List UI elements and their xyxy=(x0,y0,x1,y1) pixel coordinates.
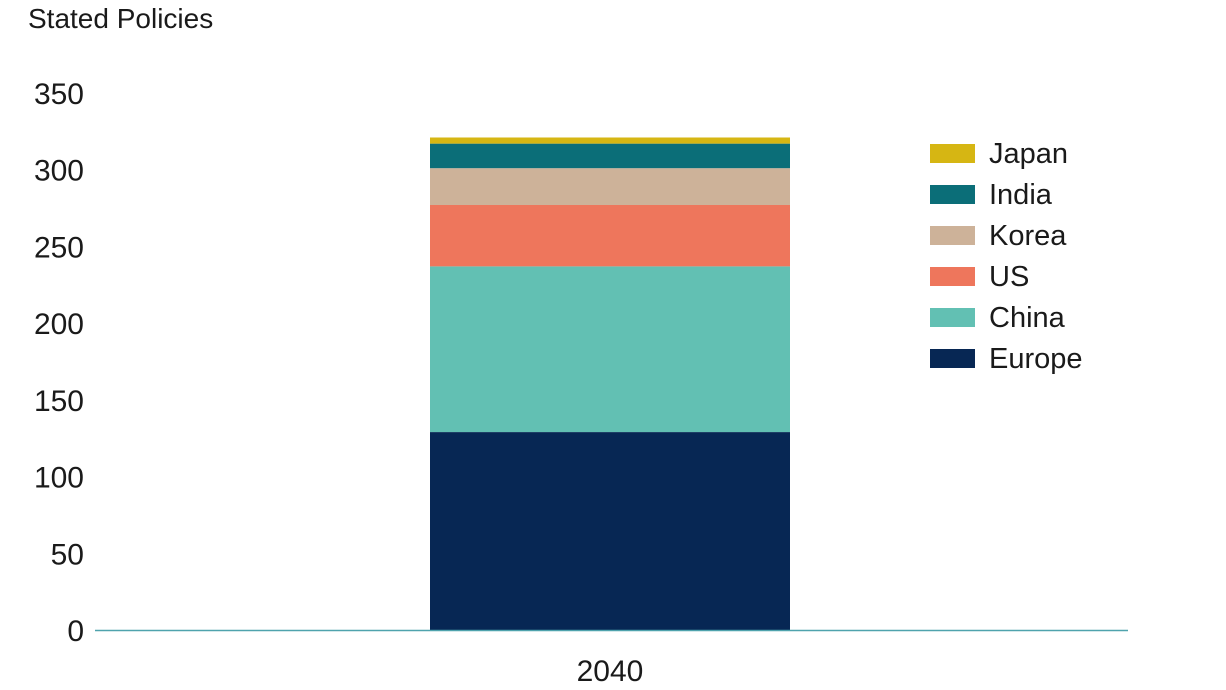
y-axis-tick-labels: 0 50 100 150 200 250 300 350 xyxy=(34,78,84,648)
bar-segment-japan xyxy=(430,137,790,144)
legend-swatch xyxy=(930,185,975,204)
legend-item-japan: Japan xyxy=(930,138,1068,170)
bar-segment-us xyxy=(430,205,790,267)
legend-label: India xyxy=(989,179,1053,211)
legend-label: China xyxy=(989,302,1066,334)
bar-segment-china xyxy=(430,266,790,433)
bar-segment-europe xyxy=(430,432,790,630)
bar-segment-korea xyxy=(430,168,790,206)
legend-label: Japan xyxy=(989,138,1068,170)
legend-label: Korea xyxy=(989,220,1067,252)
chart-title: Stated Policies xyxy=(28,3,213,34)
legend-label: US xyxy=(989,261,1029,293)
legend-item-europe: Europe xyxy=(930,343,1083,375)
y-tick-label: 100 xyxy=(34,462,84,495)
y-tick-label: 0 xyxy=(67,615,84,648)
legend-swatch xyxy=(930,226,975,245)
bar-segment-india xyxy=(430,143,790,169)
legend: Japan India Korea US China Europe xyxy=(930,138,1083,375)
legend-item-india: India xyxy=(930,179,1053,211)
x-axis-tick-labels: 2040 xyxy=(577,655,644,688)
legend-swatch xyxy=(930,267,975,286)
y-tick-label: 200 xyxy=(34,308,84,341)
bar-segments xyxy=(430,137,790,630)
legend-swatch xyxy=(930,144,975,163)
legend-swatch xyxy=(930,349,975,368)
y-tick-label: 300 xyxy=(34,155,84,188)
legend-swatch xyxy=(930,308,975,327)
legend-label: Europe xyxy=(989,343,1083,375)
legend-item-korea: Korea xyxy=(930,220,1067,252)
y-tick-label: 150 xyxy=(34,385,84,418)
x-tick-label: 2040 xyxy=(577,655,644,688)
legend-item-china: China xyxy=(930,302,1066,334)
y-tick-label: 50 xyxy=(51,538,84,571)
legend-item-us: US xyxy=(930,261,1029,293)
y-tick-label: 250 xyxy=(34,231,84,264)
y-tick-label: 350 xyxy=(34,78,84,111)
